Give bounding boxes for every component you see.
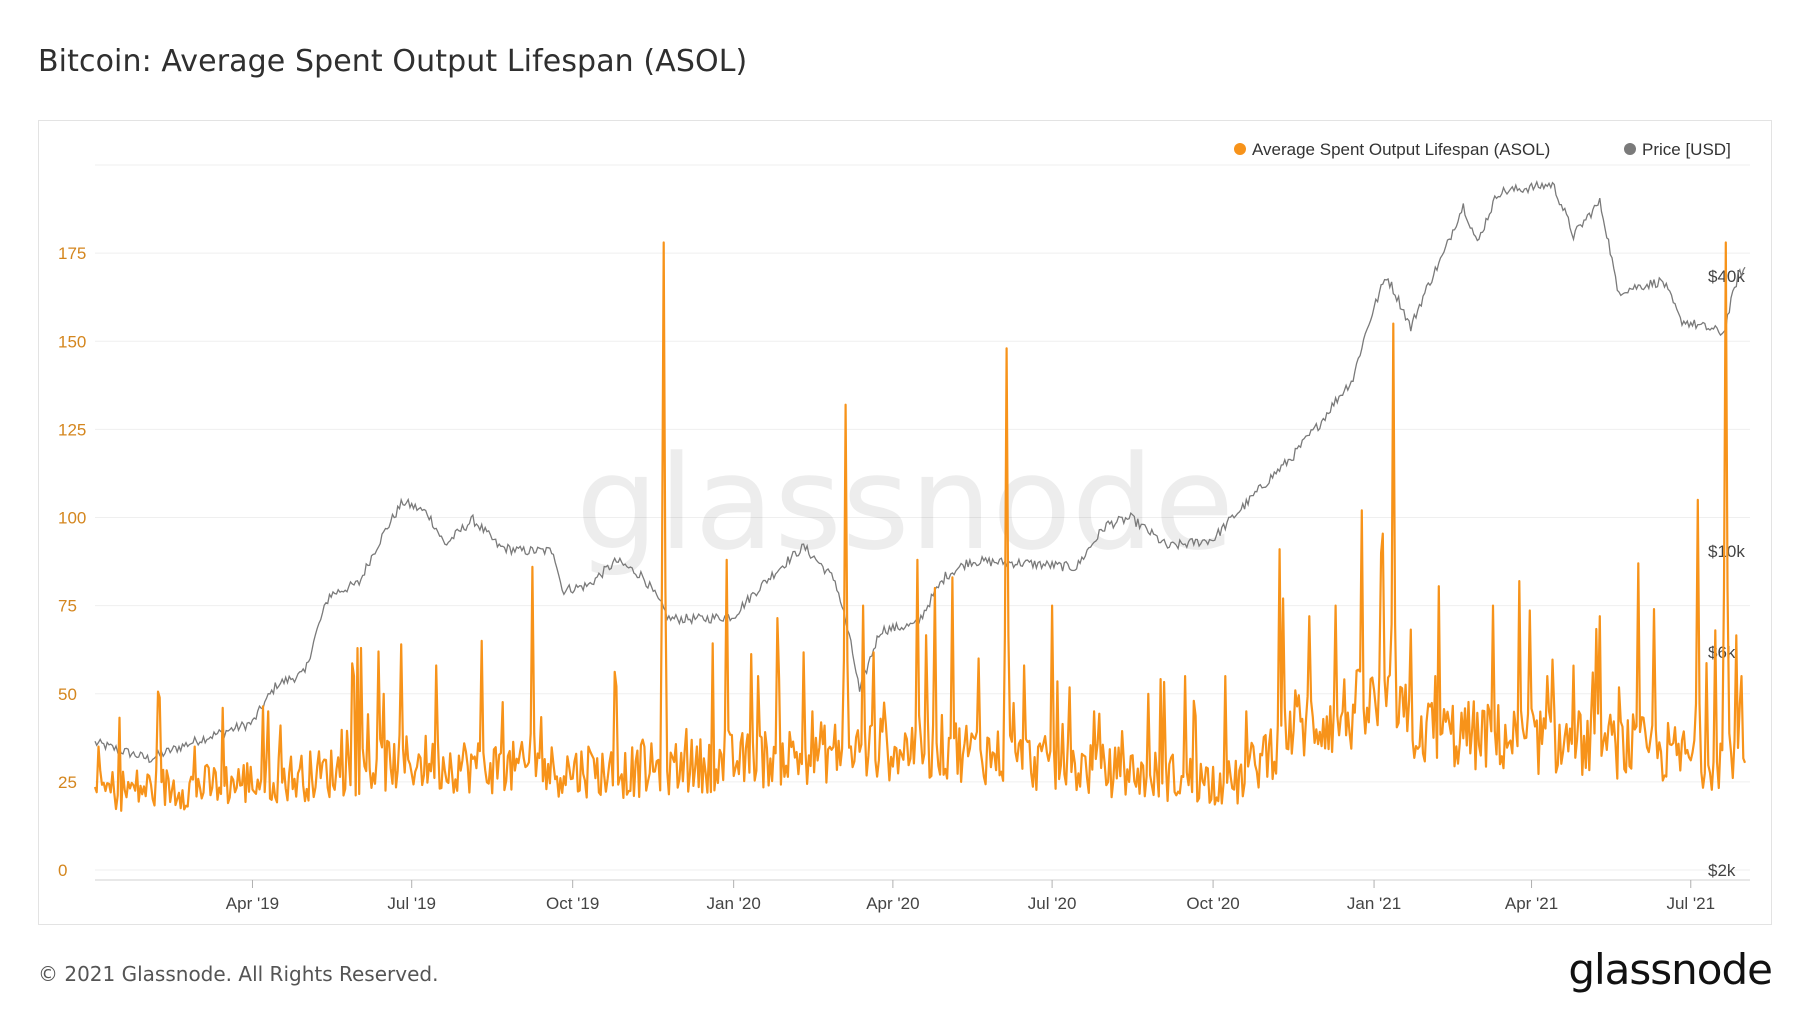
left-tick-label: 25 [58, 773, 77, 792]
x-tick-label: Jul '21 [1666, 894, 1715, 913]
price-line [94, 179, 1746, 764]
x-tick-label: Jul '20 [1028, 894, 1077, 913]
x-tick-label: Oct '20 [1186, 894, 1239, 913]
x-tick-label: Apr '19 [226, 894, 279, 913]
x-tick-label: Oct '19 [546, 894, 599, 913]
right-tick-label: $2k [1708, 861, 1736, 880]
left-axis: 0 25 50 75 100 125 150 175 [58, 244, 86, 880]
x-tick-label: Apr '21 [1505, 894, 1558, 913]
copyright: © 2021 Glassnode. All Rights Reserved. [38, 962, 439, 986]
brand-logo: glassnode [1568, 945, 1773, 994]
x-axis: Apr '19 Jul '19 Oct '19 Jan '20 Apr '20 Jul '… [95, 879, 1750, 913]
legend-item-price[interactable]: Price [USD] [1624, 140, 1731, 159]
x-tick-label: Jan '20 [707, 894, 761, 913]
legend-marker [1624, 143, 1636, 155]
legend-label: Average Spent Output Lifespan (ASOL) [1252, 140, 1550, 159]
legend-marker [1234, 143, 1246, 155]
asol-line [93, 241, 1747, 812]
right-tick-label: $6k [1708, 643, 1736, 662]
left-tick-label: 175 [58, 244, 86, 263]
left-tick-label: 100 [58, 509, 86, 528]
x-tick-label: Jul '19 [387, 894, 436, 913]
left-tick-label: 75 [58, 597, 77, 616]
legend[interactable]: Average Spent Output Lifespan (ASOL) Pric… [1234, 140, 1731, 159]
x-tick-label: Apr '20 [866, 894, 919, 913]
legend-item-asol[interactable]: Average Spent Output Lifespan (ASOL) [1234, 140, 1550, 159]
left-tick-label: 0 [58, 861, 67, 880]
watermark: glassnode [576, 427, 1234, 579]
left-tick-label: 150 [58, 332, 86, 351]
legend-label: Price [USD] [1642, 140, 1731, 159]
chart-panel [38, 120, 1772, 925]
left-tick-label: 50 [58, 685, 77, 704]
series-lines [93, 179, 1747, 812]
left-tick-label: 125 [58, 420, 86, 439]
chart-title: Bitcoin: Average Spent Output Lifespan (… [38, 44, 748, 79]
x-tick-label: Jan '21 [1347, 894, 1401, 913]
